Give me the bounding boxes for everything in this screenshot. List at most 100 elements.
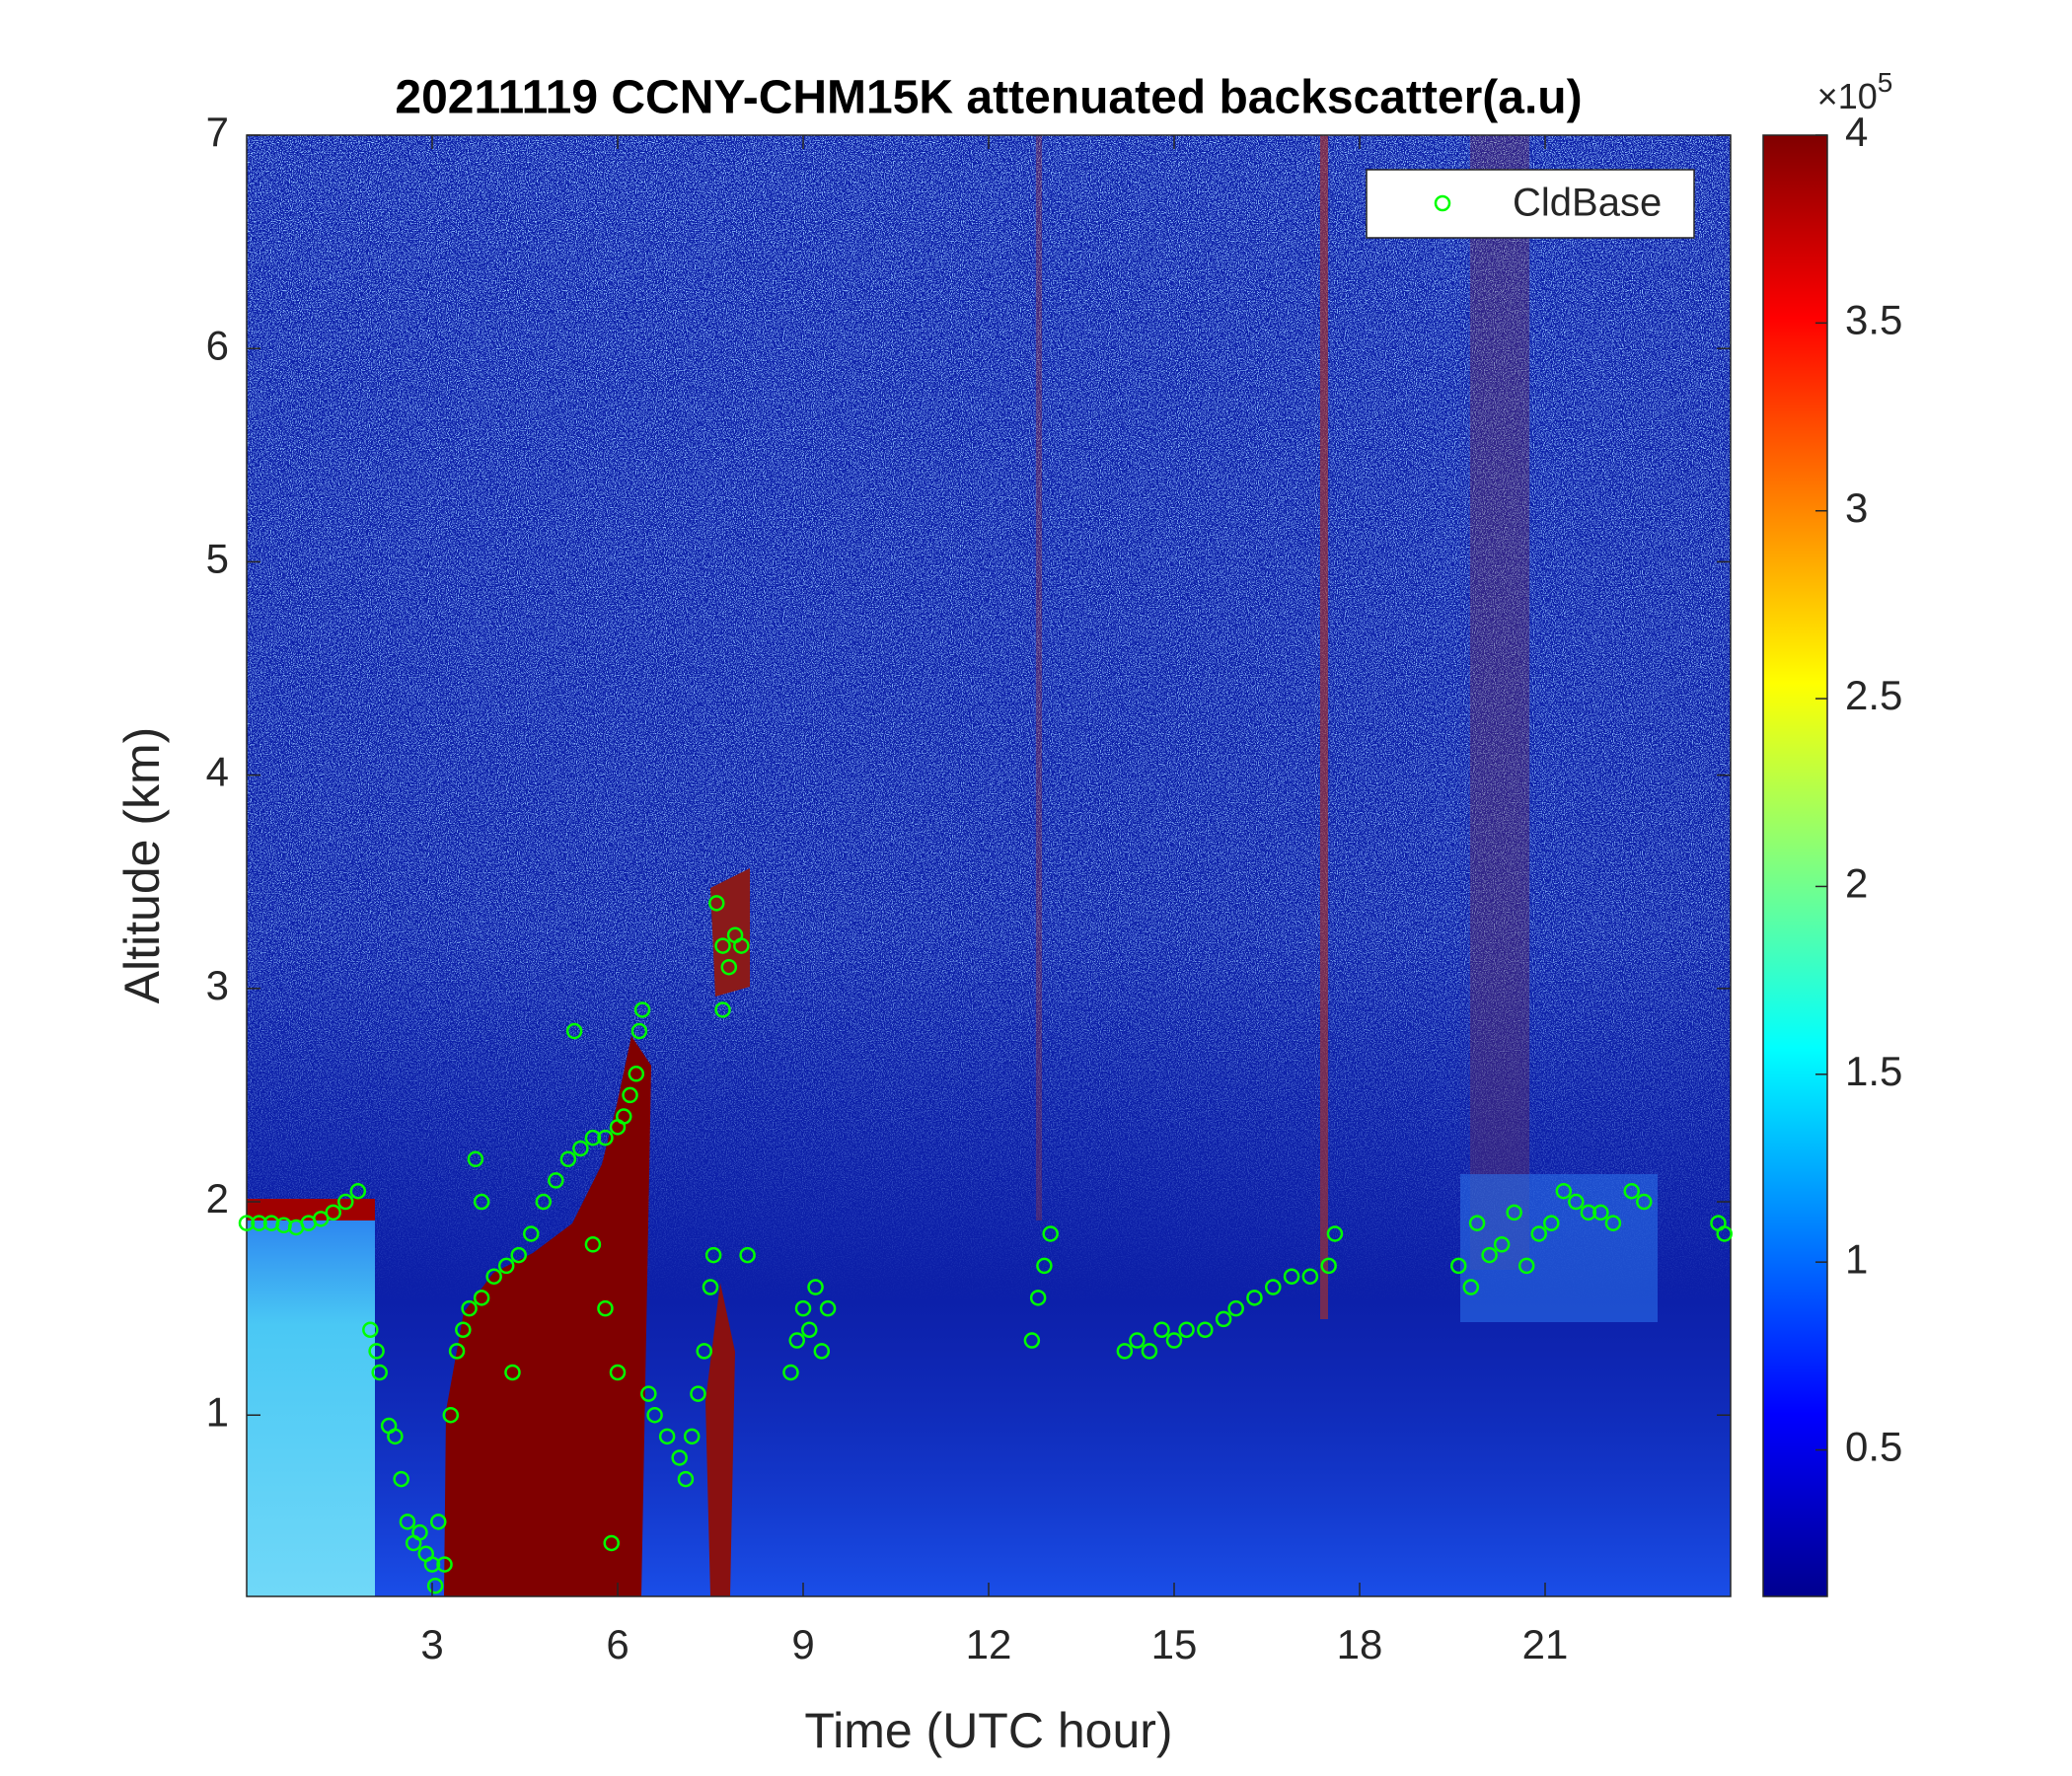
cloud-base-point xyxy=(485,1268,502,1285)
cloud-base-point xyxy=(461,1299,478,1317)
cloud-base-point xyxy=(436,1556,453,1573)
cloud-base-point xyxy=(1227,1299,1244,1317)
cloud-base-point xyxy=(628,1066,645,1082)
cloud-base-point xyxy=(473,1290,490,1306)
cloud-base-point xyxy=(1320,1257,1337,1275)
y-tick-label: 3 xyxy=(206,962,229,1008)
cloud-base-point xyxy=(325,1204,341,1221)
x-tick-label: 3 xyxy=(420,1621,443,1667)
x-axis-label: Time (UTC hour) xyxy=(804,1703,1172,1758)
cloud-base-point xyxy=(1153,1321,1170,1338)
colorbar-tick-label: 1 xyxy=(1845,1235,1868,1282)
cloud-base-point xyxy=(739,1246,756,1264)
x-tick-label: 12 xyxy=(966,1621,1012,1667)
cloud-base-point xyxy=(426,1577,444,1594)
cloud-base-point xyxy=(1555,1182,1573,1200)
legend-box xyxy=(1366,169,1695,239)
cloud-base-point xyxy=(782,1364,799,1381)
x-tick-label: 21 xyxy=(1522,1621,1569,1667)
cloud-base-point xyxy=(1636,1193,1653,1211)
cloud-base-point xyxy=(819,1299,837,1317)
cloud-base-point xyxy=(362,1321,379,1338)
cloud-base-point xyxy=(616,1108,632,1125)
cloud-base-point xyxy=(371,1364,388,1381)
cloud-base-point xyxy=(633,1001,651,1018)
cloud-base-point xyxy=(1326,1225,1344,1242)
colorbar-multiplier: ×105 xyxy=(1817,67,1893,115)
cloud-base-point xyxy=(801,1321,818,1338)
cloud-base-point xyxy=(584,1236,602,1253)
legend-label: CldBase xyxy=(1513,182,1662,225)
cloud-base-point xyxy=(467,1150,484,1168)
cloud-base-point xyxy=(1568,1193,1585,1211)
cloud-base-point xyxy=(658,1428,676,1445)
cloud-base-point xyxy=(411,1523,428,1541)
cloud-base-point xyxy=(1165,1332,1183,1349)
cloud-base-point xyxy=(714,1001,731,1018)
cloud-base-point xyxy=(708,895,725,912)
cloud-base-point xyxy=(238,1215,256,1231)
cloud-base-point xyxy=(423,1556,441,1573)
cloud-base-point xyxy=(584,1129,602,1147)
cloud-base-point xyxy=(559,1150,577,1168)
cloud-base-point xyxy=(683,1428,701,1445)
colorbar xyxy=(1762,134,1828,1597)
y-tick-label: 4 xyxy=(206,749,229,795)
cloud-base-point xyxy=(794,1299,812,1317)
colorbar-tick-label: 4 xyxy=(1845,109,1868,155)
cloud-base-point xyxy=(1116,1343,1134,1360)
cloud-base-point xyxy=(696,1343,712,1360)
cloud-base-point xyxy=(455,1321,472,1338)
legend-marker xyxy=(1434,194,1451,212)
cloud-base-point xyxy=(630,1022,648,1040)
cloud-base-point xyxy=(733,937,750,954)
chart-title: 20211119 CCNY-CHM15K attenuated backscat… xyxy=(395,72,1582,124)
cloud-base-point xyxy=(1604,1215,1622,1231)
cloud-base-point xyxy=(393,1470,409,1488)
cloud-base-point xyxy=(609,1364,627,1381)
cloud-base-point xyxy=(1042,1225,1059,1242)
colorbar-tick-label: 0.5 xyxy=(1845,1424,1902,1470)
cloud-base-point xyxy=(1481,1246,1498,1264)
cloud-base-point xyxy=(442,1406,460,1424)
y-tick-label: 2 xyxy=(206,1175,229,1221)
cloud-base-point xyxy=(510,1246,527,1264)
x-tick-label: 18 xyxy=(1337,1621,1383,1667)
cloud-base-point xyxy=(1036,1257,1053,1275)
backscatter-field xyxy=(247,135,1731,1596)
cloud-base-point xyxy=(497,1257,515,1275)
cloud-base-point xyxy=(1580,1204,1597,1221)
cloud-base-point xyxy=(387,1428,404,1445)
cloud-base-point xyxy=(448,1343,466,1360)
cloud-base-point xyxy=(704,1246,722,1264)
cloud-base-point xyxy=(622,1086,638,1104)
cloud-base-point xyxy=(1506,1204,1522,1221)
cloud-base-point xyxy=(1462,1279,1480,1295)
colorbar-tick-label: 2.5 xyxy=(1845,672,1902,718)
cloud-base-point xyxy=(1197,1321,1214,1338)
cloud-base-point xyxy=(1623,1182,1640,1200)
y-tick-label: 5 xyxy=(206,536,229,582)
cloud-base-point xyxy=(677,1470,695,1488)
cloud-base-point xyxy=(349,1182,367,1200)
cloud-base-point xyxy=(368,1343,385,1360)
colorbar-tick-label: 3.5 xyxy=(1845,296,1902,342)
cloud-base-point xyxy=(251,1215,267,1231)
cloud-base-point xyxy=(337,1193,354,1211)
x-tick-label: 15 xyxy=(1151,1621,1198,1667)
cloud-base-point xyxy=(597,1299,614,1317)
cloud-base-point xyxy=(640,1385,657,1402)
cloud-base-point xyxy=(504,1364,521,1381)
colorbar-tick-label: 3 xyxy=(1845,484,1868,531)
cloud-base-point xyxy=(312,1211,330,1227)
cloud-base-point xyxy=(1023,1332,1041,1349)
cloud-base-point xyxy=(1265,1279,1282,1295)
cloud-base-point xyxy=(399,1514,416,1530)
cloud-base-point xyxy=(788,1332,805,1349)
colorbar-tick-label: 2 xyxy=(1845,860,1868,907)
cloud-base-point xyxy=(565,1022,583,1040)
cloud-base-point xyxy=(1178,1321,1195,1338)
cloud-base-point xyxy=(603,1534,620,1552)
cloud-base-point xyxy=(572,1140,589,1157)
